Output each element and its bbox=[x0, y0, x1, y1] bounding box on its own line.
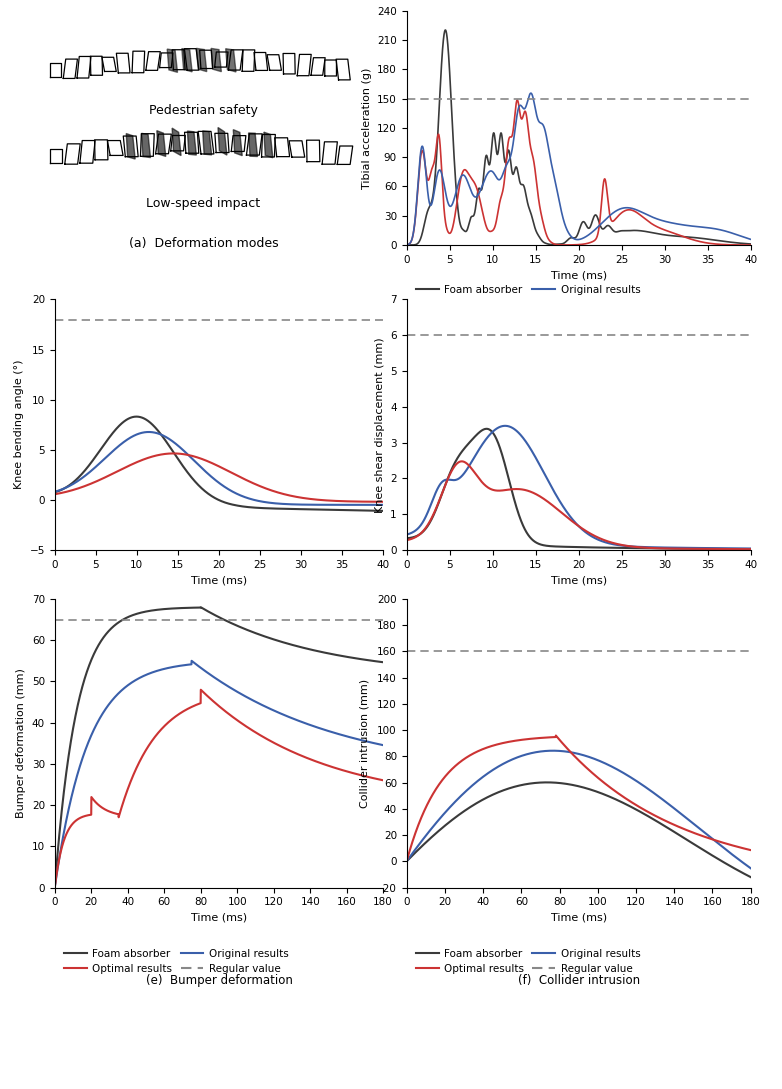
Polygon shape bbox=[249, 133, 257, 157]
Text: (d)  Knee shear displacement: (d) Knee shear displacement bbox=[492, 631, 665, 644]
X-axis label: Time (ms): Time (ms) bbox=[551, 913, 607, 922]
Polygon shape bbox=[167, 49, 178, 72]
Polygon shape bbox=[126, 134, 135, 159]
Text: Low-speed impact: Low-speed impact bbox=[146, 197, 260, 210]
Polygon shape bbox=[172, 129, 181, 156]
Text: (a)  Deformation modes: (a) Deformation modes bbox=[128, 236, 278, 249]
X-axis label: Time (ms): Time (ms) bbox=[551, 270, 607, 280]
Text: (b)  Tibial acceleration: (b) Tibial acceleration bbox=[512, 308, 645, 321]
X-axis label: Time (ms): Time (ms) bbox=[191, 575, 247, 585]
Legend: Foam absorber, Optimal results, Original results, Regular value: Foam absorber, Optimal results, Original… bbox=[412, 281, 644, 315]
Polygon shape bbox=[188, 131, 196, 155]
X-axis label: Time (ms): Time (ms) bbox=[551, 575, 607, 585]
Polygon shape bbox=[196, 48, 206, 72]
Y-axis label: Collider intrusion (mm): Collider intrusion (mm) bbox=[360, 678, 369, 808]
Polygon shape bbox=[226, 49, 236, 72]
Polygon shape bbox=[233, 130, 242, 156]
Legend: Foam absorber, Optimal results, Original results, Regular value: Foam absorber, Optimal results, Original… bbox=[60, 944, 292, 978]
Polygon shape bbox=[211, 48, 221, 72]
Legend: Foam absorber, Optimal results, Original results, Regular value: Foam absorber, Optimal results, Original… bbox=[412, 600, 644, 634]
Polygon shape bbox=[218, 127, 227, 155]
Text: (c)  Knee bending angle: (c) Knee bending angle bbox=[149, 631, 289, 644]
Polygon shape bbox=[203, 131, 212, 155]
Polygon shape bbox=[182, 49, 192, 72]
Text: (e)  Bumper deformation: (e) Bumper deformation bbox=[145, 974, 292, 987]
Y-axis label: Knee shear displacement (mm): Knee shear displacement (mm) bbox=[375, 337, 385, 513]
Polygon shape bbox=[264, 132, 273, 158]
Legend: Foam absorber, Optimal results, Original results, Regular value: Foam absorber, Optimal results, Original… bbox=[412, 944, 644, 978]
Legend: Foam absorber, Optimal results, Original results, Regular value: Foam absorber, Optimal results, Original… bbox=[60, 600, 292, 634]
Y-axis label: Knee bending angle (°): Knee bending angle (°) bbox=[14, 360, 24, 489]
Y-axis label: Tibial acceleration (g): Tibial acceleration (g) bbox=[361, 68, 371, 188]
Text: Pedestrian safety: Pedestrian safety bbox=[149, 105, 258, 118]
Polygon shape bbox=[142, 133, 150, 158]
Text: (f)  Collider intrusion: (f) Collider intrusion bbox=[518, 974, 640, 987]
X-axis label: Time (ms): Time (ms) bbox=[191, 913, 247, 922]
Polygon shape bbox=[157, 131, 166, 157]
Y-axis label: Bumper deformation (mm): Bumper deformation (mm) bbox=[16, 669, 27, 818]
